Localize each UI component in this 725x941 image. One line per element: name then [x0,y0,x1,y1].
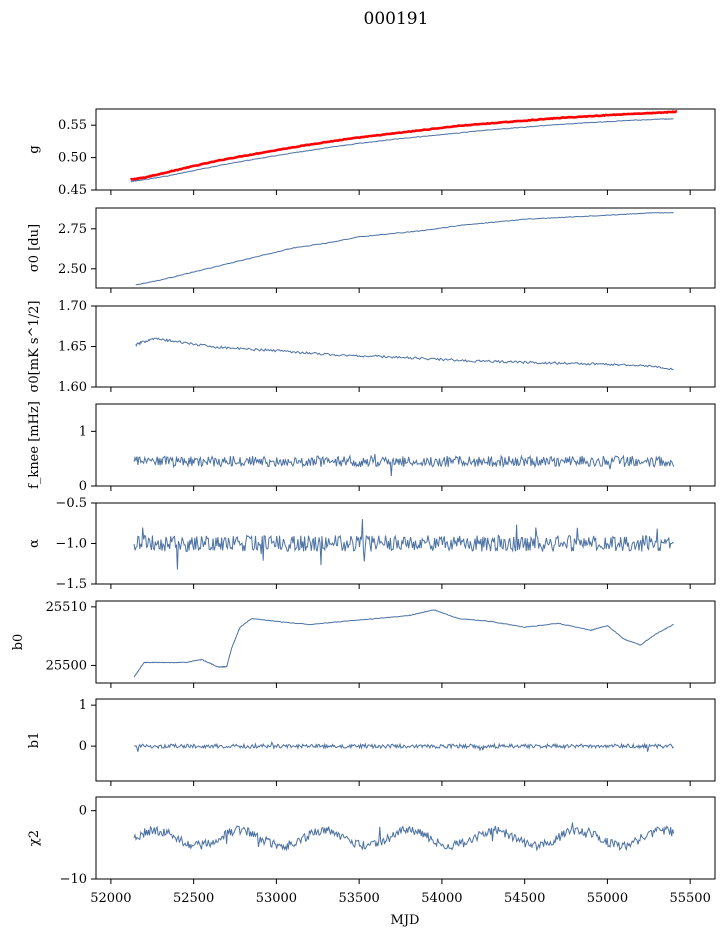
y-axis-label: σ0 [du] [27,224,42,272]
panel-1: 0.45 0.50 0.55 g [27,108,716,198]
axes-frame [95,403,716,487]
axes-frame [95,796,716,880]
x-tick-label: 52500 [173,891,214,906]
axes-frame [95,698,716,782]
series-line-1 [135,211,674,286]
panel-3: 1.60 1.65 1.70 σ0[mK s^1/2] [27,299,716,395]
y-axis-label: g [27,145,42,153]
y-axis-label: b0 [11,634,26,651]
y-tick-label: 0 [79,739,87,754]
x-axis-label: MJD [391,913,420,928]
y-tick-label: 1.70 [58,299,87,314]
series-line-1 [129,109,678,181]
series-line-1 [133,609,674,678]
y-tick-label: 1 [79,424,87,439]
y-tick-label: 1.60 [58,380,87,395]
y-tick-label: −1.0 [55,537,87,552]
y-tick-label: 1 [79,698,87,713]
axes-frame [95,207,716,289]
y-tick-label: 0.50 [58,151,87,166]
series-line-1 [134,740,674,752]
x-axis: 52000 52500 53000 53500 54000 54500 55000 55500 [90,891,711,906]
series-line-2 [130,118,674,183]
y-axis-label: α [27,539,42,548]
y-tick-label: 25510 [46,600,87,615]
x-tick-label: 55000 [587,891,628,906]
axes-frame [95,108,716,191]
y-axis-label: σ0[mK s^1/2] [27,301,42,393]
axes-frame [95,600,716,684]
y-tick-label: 0.55 [58,118,87,133]
x-tick-label: 53500 [338,891,379,906]
y-tick-label: −10 [60,872,87,887]
figure-title: 000191 [364,9,429,29]
y-axis-label: χ2 [27,830,42,846]
y-axis-label: f_knee [mHz] [27,401,42,489]
panel-8: −10 0 χ2 [27,796,716,887]
series-line-1 [133,519,674,570]
axes-frame [95,305,716,388]
panel-5: −1.5 −1.0 −0.5 α [27,496,716,592]
x-tick-label: 52000 [90,891,131,906]
series-line-1 [133,822,675,852]
panels: 0.45 0.50 0.55 g 2.50 2.75 σ0 [du] 1.60 1.65 1.70… [11,108,716,887]
y-axis-label: b1 [27,732,42,749]
y-tick-label: −0.5 [55,496,87,511]
y-tick-label: 2.50 [58,262,87,277]
x-tick-label: 55500 [669,891,710,906]
y-tick-label: 0 [79,804,87,819]
panel-2: 2.50 2.75 σ0 [du] [27,207,716,293]
series-line-1 [133,453,675,477]
panel-6: 25500 25510 b0 [11,600,716,688]
y-tick-label: 1.65 [58,340,87,355]
series-line-1 [135,337,674,371]
x-tick-label: 53000 [256,891,297,906]
panel-4: 0 1 f_knee [mHz] [27,401,716,494]
x-tick-label: 54000 [421,891,462,906]
y-tick-label: 0.45 [58,183,87,198]
panel-7: 0 1 b1 [27,698,716,786]
y-tick-label: −1.5 [55,577,87,592]
y-tick-label: 25500 [46,658,87,673]
y-tick-label: 2.75 [58,222,87,237]
y-tick-label: 0 [79,479,87,494]
x-tick-label: 54500 [504,891,545,906]
